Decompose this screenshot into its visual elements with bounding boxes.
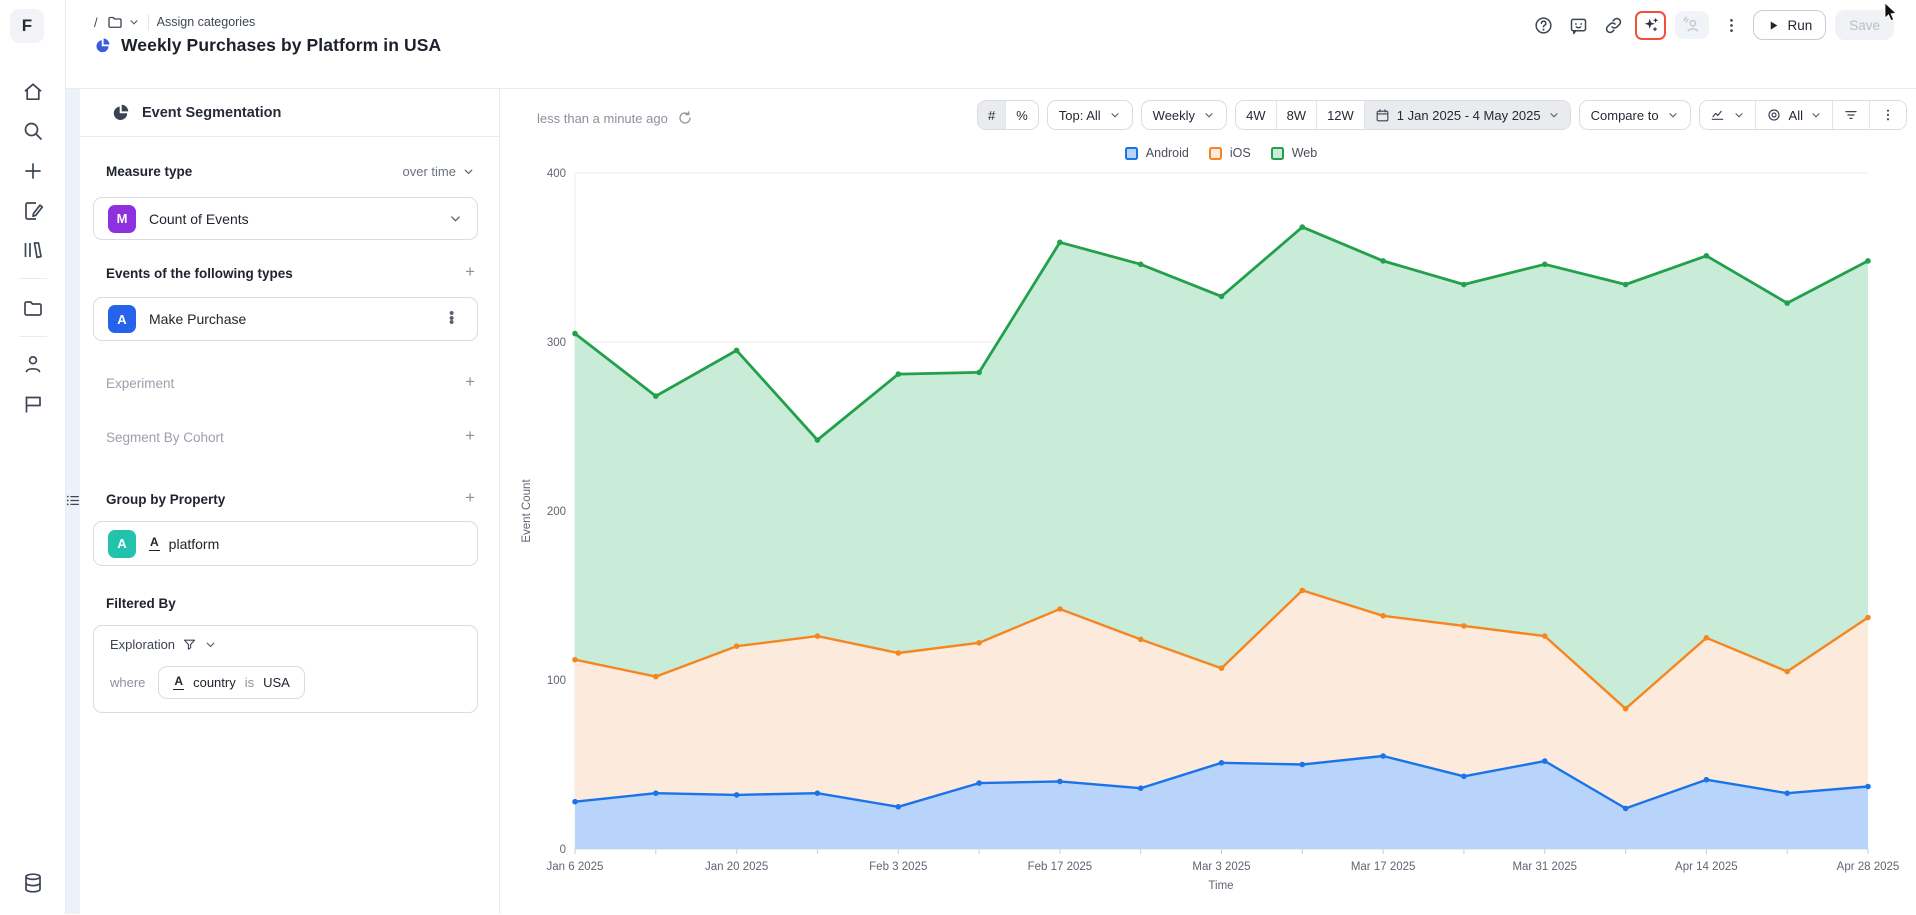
more-icon[interactable] — [1718, 12, 1744, 38]
events-section-label: Events of the following types — [106, 266, 293, 281]
panel-header: Event Segmentation — [80, 89, 499, 137]
chart-type-pie-icon — [94, 37, 111, 54]
app-logo[interactable]: F — [10, 9, 44, 43]
svg-text:Mar 3 2025: Mar 3 2025 — [1192, 861, 1250, 873]
breadcrumb-section[interactable]: Assign categories — [157, 15, 256, 29]
top-bar: / Assign categories Weekly Purchases by … — [66, 0, 1916, 89]
event-row[interactable]: A Make Purchase ••• — [93, 297, 478, 341]
svg-text:100: 100 — [547, 675, 566, 687]
property-type-icon: A — [173, 675, 184, 689]
chart-region: less than a minute ago # % Top: All Week… — [500, 89, 1916, 914]
svg-text:Mar 31 2025: Mar 31 2025 — [1512, 861, 1577, 873]
property-type-icon: A — [149, 536, 160, 550]
filter-card: Exploration where A country is USA — [93, 625, 478, 713]
home-icon[interactable] — [21, 80, 45, 104]
add-group-by-button[interactable]: + — [465, 489, 475, 506]
user-icon[interactable] — [21, 352, 45, 376]
chevron-down-icon — [128, 16, 140, 28]
projects-folder-icon[interactable] — [21, 296, 45, 320]
measure-select[interactable]: M Count of Events — [93, 197, 478, 240]
svg-text:Feb 3 2025: Feb 3 2025 — [869, 861, 927, 873]
chevron-down-icon — [462, 165, 475, 178]
y-axis-title: Event Count — [521, 479, 533, 543]
panel-heading: Event Segmentation — [142, 105, 281, 121]
app-sidebar: F — [0, 0, 66, 914]
svg-text:Apr 28 2025: Apr 28 2025 — [1837, 861, 1900, 873]
link-icon[interactable] — [1600, 12, 1626, 38]
flag-icon[interactable] — [21, 392, 45, 416]
measure-badge: M — [108, 205, 136, 233]
filter-scope-dropdown[interactable]: Exploration — [110, 637, 217, 652]
svg-text:300: 300 — [547, 337, 566, 349]
sparkles-icon[interactable] — [1635, 11, 1666, 40]
query-builder-panel: Event Segmentation Measure type over tim… — [80, 89, 500, 914]
measure-type-label: Measure type — [106, 164, 192, 179]
folder-picker[interactable] — [106, 13, 140, 31]
measure-mode-dropdown[interactable]: over time — [403, 164, 475, 179]
x-axis-ticks — [575, 849, 1868, 854]
search-icon[interactable] — [21, 119, 45, 143]
event-badge: A — [108, 305, 136, 333]
svg-text:200: 200 — [547, 506, 566, 518]
panel-resize-gutter[interactable] — [66, 89, 80, 914]
experiment-label: Experiment — [106, 376, 174, 391]
area-fills — [575, 227, 1868, 849]
svg-text:0: 0 — [560, 844, 566, 856]
breadcrumb-separator — [148, 14, 149, 30]
svg-text:Apr 14 2025: Apr 14 2025 — [1675, 861, 1738, 873]
add-cohort-button[interactable]: + — [465, 427, 475, 444]
create-new-icon[interactable] — [21, 159, 45, 183]
play-icon — [1767, 19, 1780, 32]
collaborators-icon — [1675, 11, 1709, 39]
svg-text:Jan 6 2025: Jan 6 2025 — [547, 861, 604, 873]
where-label: where — [110, 675, 145, 690]
svg-text:Jan 20 2025: Jan 20 2025 — [705, 861, 768, 873]
sidebar-divider — [19, 336, 47, 337]
y-axis-labels: 0 100 200 300 400 — [547, 168, 566, 856]
group-by-row[interactable]: A A platform — [93, 521, 478, 566]
svg-text:Feb 17 2025: Feb 17 2025 — [1028, 861, 1093, 873]
data-sources-icon[interactable] — [21, 871, 45, 895]
x-axis-labels: Jan 6 2025 Jan 20 2025 Feb 3 2025 Feb 17 20… — [547, 861, 1900, 873]
stacked-area-chart[interactable]: 0 100 200 300 400 Jan 6 2025 Jan 20 2025 Feb 3… — [500, 89, 1916, 915]
svg-text:Mar 17 2025: Mar 17 2025 — [1351, 861, 1416, 873]
save-button: Save — [1835, 10, 1894, 40]
cohort-label: Segment By Cohort — [106, 430, 224, 445]
breadcrumb-root[interactable]: / — [94, 15, 98, 30]
funnel-icon — [182, 637, 197, 652]
compose-note-icon[interactable] — [21, 199, 45, 223]
sidebar-divider — [19, 278, 47, 279]
folder-icon — [106, 13, 124, 31]
page-title: Weekly Purchases by Platform in USA — [121, 35, 441, 56]
chevron-down-icon — [448, 211, 463, 226]
svg-text:400: 400 — [547, 168, 566, 180]
add-experiment-button[interactable]: + — [465, 373, 475, 390]
pie-chart-icon — [111, 103, 130, 122]
filter-condition-chip[interactable]: A country is USA — [158, 666, 304, 699]
add-event-button[interactable]: + — [465, 263, 475, 280]
library-icon[interactable] — [21, 238, 45, 262]
filtered-by-label: Filtered By — [106, 596, 176, 611]
x-axis-title: Time — [1208, 880, 1233, 892]
run-button[interactable]: Run — [1753, 10, 1826, 40]
breadcrumb: / Assign categories — [94, 13, 255, 31]
list-handle-icon[interactable] — [65, 492, 82, 509]
group-by-badge: A — [108, 530, 136, 558]
feedback-icon[interactable] — [1565, 12, 1591, 38]
chevron-down-icon — [204, 638, 217, 651]
event-options-icon[interactable]: ••• — [449, 312, 463, 326]
group-by-label: Group by Property — [106, 492, 225, 507]
help-icon[interactable] — [1530, 12, 1556, 38]
